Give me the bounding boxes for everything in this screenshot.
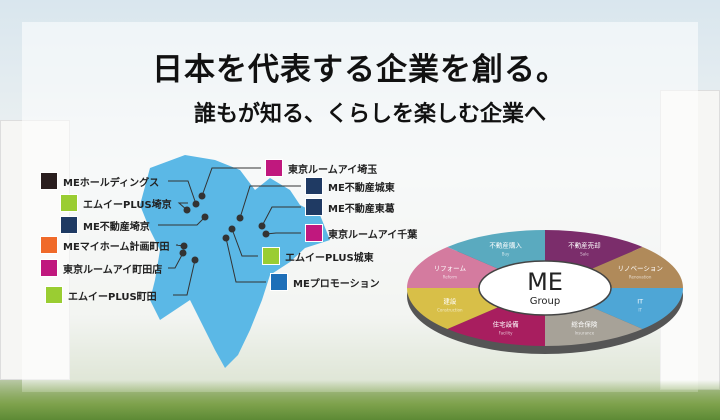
company-logo-icon bbox=[265, 159, 283, 177]
segment-it bbox=[591, 288, 683, 330]
company-name: エムイーPLUS埼京 bbox=[83, 199, 172, 211]
segment-label: 総合保険 bbox=[571, 320, 598, 329]
segment-label-en: Buy bbox=[502, 251, 510, 256]
segment-buy bbox=[447, 230, 545, 269]
company-label: 東京ルームアイ町田店 bbox=[40, 259, 162, 277]
company-name: MEプロモーション bbox=[293, 278, 380, 290]
segment-label-en: Reform bbox=[443, 275, 457, 280]
location-dot bbox=[191, 256, 199, 264]
leader-line bbox=[261, 206, 301, 227]
company-name: ME不動産東葛 bbox=[328, 203, 395, 215]
company-label: 東京ルームアイ埼玉 bbox=[265, 159, 377, 177]
segment-label: 建設 bbox=[443, 296, 457, 305]
company-label: 東京ルームアイ千葉 bbox=[305, 224, 417, 242]
company-label: ME不動産埼京 bbox=[60, 216, 150, 234]
leader-line bbox=[158, 216, 206, 226]
group-logo: ME bbox=[527, 268, 563, 296]
location-dot bbox=[201, 213, 209, 221]
company-name: 東京ルームアイ千葉 bbox=[328, 229, 418, 241]
leader-line bbox=[225, 237, 266, 283]
company-label: MEマイホーム計画町田 bbox=[40, 236, 169, 254]
grass-foreground bbox=[0, 380, 720, 420]
segment-label-en: IT bbox=[638, 307, 642, 312]
leader-line bbox=[173, 259, 196, 296]
company-name: ME不動産埼京 bbox=[83, 221, 150, 233]
group-logo-sub: Group bbox=[530, 296, 560, 307]
location-dot bbox=[179, 249, 187, 257]
company-logo-icon bbox=[305, 224, 323, 242]
company-label: ME不動産東葛 bbox=[305, 198, 395, 216]
company-label: エムイーPLUS町田 bbox=[45, 286, 157, 304]
leader-line bbox=[168, 252, 184, 269]
group-center bbox=[478, 260, 612, 316]
company-label: ME不動産城東 bbox=[305, 177, 395, 195]
segment-label-en: Construction bbox=[437, 307, 463, 312]
segment-label: リフォーム bbox=[434, 265, 467, 273]
company-name: ME不動産城東 bbox=[328, 182, 395, 194]
company-name: エムイーPLUS町田 bbox=[68, 291, 157, 303]
segment-label-en: Insurance bbox=[575, 331, 595, 336]
leader-line bbox=[201, 167, 261, 197]
location-dot bbox=[180, 242, 188, 250]
location-dot bbox=[222, 234, 230, 242]
company-label: エムイーPLUS埼京 bbox=[60, 194, 172, 212]
segment-label-en: Sale bbox=[580, 251, 589, 256]
company-logo-icon bbox=[305, 198, 323, 216]
location-dot bbox=[228, 225, 236, 233]
company-label: MEプロモーション bbox=[270, 273, 380, 291]
company-logo-icon bbox=[60, 216, 78, 234]
company-label: MEホールディングス bbox=[40, 172, 159, 190]
company-logo-icon bbox=[305, 177, 323, 195]
segment-label: リノベーション bbox=[617, 265, 662, 273]
company-logo-icon bbox=[40, 236, 58, 254]
segment-label: 不動産売却 bbox=[568, 240, 601, 249]
subheadline: 誰もが知る、くらしを楽しむ企業へ bbox=[193, 102, 546, 127]
leader-line bbox=[239, 185, 301, 219]
company-logo-icon bbox=[270, 273, 288, 291]
segment-facility bbox=[447, 307, 545, 346]
leader-line bbox=[231, 228, 258, 257]
company-logo-icon bbox=[60, 194, 78, 212]
segment-construction bbox=[407, 288, 499, 330]
company-logo-icon bbox=[40, 259, 58, 277]
company-logo-icon bbox=[40, 172, 58, 190]
segment-reform bbox=[407, 246, 499, 288]
company-name: エムイーPLUS城東 bbox=[285, 252, 374, 264]
location-dot bbox=[183, 206, 191, 214]
location-dot bbox=[236, 214, 244, 222]
segment-label-en: Facility bbox=[499, 331, 513, 336]
segment-label: 不動産購入 bbox=[489, 240, 522, 249]
segment-insurance bbox=[545, 307, 643, 346]
location-dot bbox=[198, 192, 206, 200]
segment-sale bbox=[545, 230, 643, 269]
segment-renovation bbox=[591, 246, 683, 288]
company-name: 東京ルームアイ町田店 bbox=[63, 264, 163, 276]
company-logo-icon bbox=[262, 247, 280, 265]
leader-line bbox=[168, 180, 197, 205]
segment-label: 住宅設備 bbox=[493, 320, 520, 329]
company-logo-icon bbox=[45, 286, 63, 304]
segment-label-en: Renovation bbox=[629, 275, 652, 280]
location-dot bbox=[262, 230, 270, 238]
location-dot bbox=[192, 200, 200, 208]
segment-label: IT bbox=[637, 297, 643, 305]
company-name: MEマイホーム計画町田 bbox=[63, 241, 170, 253]
headline: 日本を代表する企業を創る。 bbox=[152, 52, 568, 88]
location-dot bbox=[258, 222, 266, 230]
company-label: エムイーPLUS城東 bbox=[262, 247, 374, 265]
company-name: MEホールディングス bbox=[63, 177, 160, 189]
leader-line bbox=[177, 202, 188, 211]
company-name: 東京ルームアイ埼玉 bbox=[288, 164, 378, 176]
